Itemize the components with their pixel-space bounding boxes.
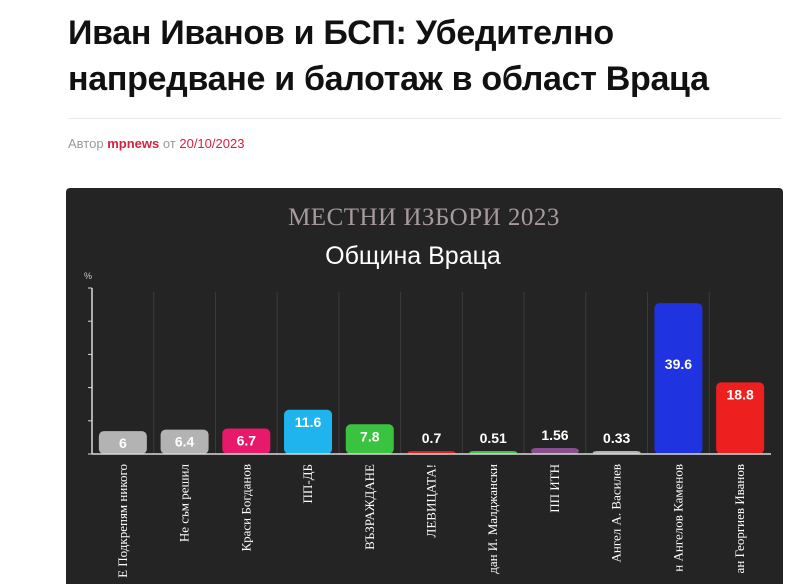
data-label: 39.6 (665, 356, 692, 372)
data-label: 6.4 (175, 434, 195, 450)
data-label: 18.8 (727, 386, 754, 402)
data-label: 6.7 (237, 432, 257, 448)
article-meta: Автор mpnews от 20/10/2023 (68, 136, 244, 151)
data-label: 11.6 (295, 414, 322, 430)
bar (98, 431, 147, 454)
bar (530, 448, 579, 454)
x-tick-label: Не съм решил (177, 463, 192, 542)
publish-date[interactable]: 20/10/2023 (179, 136, 245, 151)
bar (654, 303, 703, 454)
data-label: 0.33 (603, 430, 630, 446)
date-prefix: от (162, 136, 176, 151)
x-tick-label: дан И. Малджански (485, 464, 500, 574)
bar-chart: МЕСТНИ ИЗБОРИ 2023 Община Враца % 6 Е Под… (84, 204, 771, 578)
x-tick-label: Ангел А. Василев (609, 464, 624, 562)
bar (284, 409, 333, 454)
data-label: 0.7 (422, 430, 442, 446)
x-tick-label: Краси Богданов (238, 464, 253, 552)
bar (716, 382, 765, 454)
bars-group: 6 Е Подкрепям никого 6.4 Не съм решил 6.7 Кра… (92, 292, 771, 578)
x-tick-label: ПП ИТН (547, 464, 562, 513)
bar (345, 424, 394, 454)
divider (68, 118, 782, 119)
y-axis-label: % (84, 271, 92, 281)
x-tick-label: ан Георгиев Иванов (732, 464, 747, 573)
data-label: 1.56 (541, 427, 568, 443)
x-tick-label: ЛЕВИЦАТА! (424, 464, 439, 537)
article-title: Иван Иванов и БСП: Убедително напредване… (68, 14, 709, 98)
bar (160, 429, 209, 454)
x-tick-label: ПП-ДБ (300, 464, 315, 503)
author-prefix: Автор (68, 136, 104, 151)
x-tick-label: ВЪЗРАЖДАНЕ (362, 464, 377, 550)
bar (222, 428, 271, 454)
chart-image: МЕСТНИ ИЗБОРИ 2023 Община Враца % 6 Е Под… (66, 188, 783, 584)
author-link[interactable]: mpnews (107, 136, 160, 151)
data-label: 0.51 (480, 430, 507, 446)
x-tick-label: н Ангелов Каменов (670, 464, 685, 572)
data-label: 7.8 (360, 428, 380, 444)
chart-title: МЕСТНИ ИЗБОРИ 2023 (288, 204, 560, 231)
chart-subtitle: Община Враца (325, 242, 501, 270)
x-tick-label: Е Подкрепям никого (115, 464, 130, 578)
data-label: 6 (119, 435, 127, 451)
